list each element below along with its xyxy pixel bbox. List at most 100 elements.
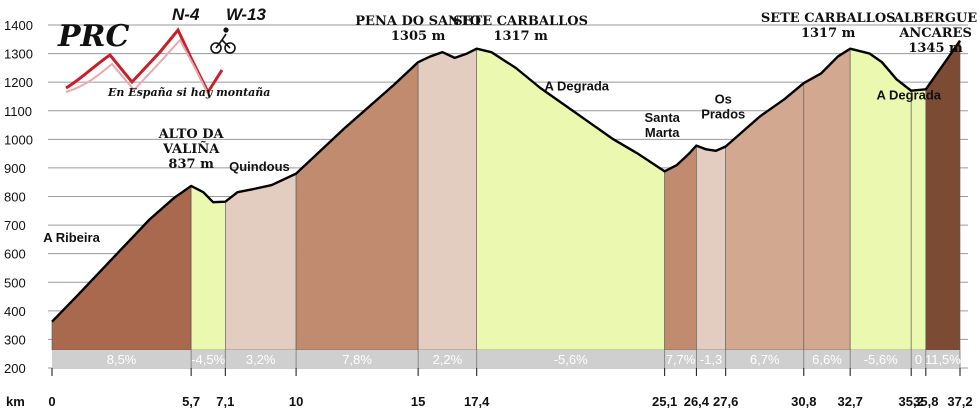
profile-line xyxy=(51,40,961,323)
profile-line-layer xyxy=(51,40,961,323)
profile-segment xyxy=(295,61,419,351)
x-tick-label: 5,7 xyxy=(182,394,200,409)
y-tick-label: 1100 xyxy=(4,104,32,119)
logo-road-b: W-13 xyxy=(226,5,267,24)
y-tick-label: 900 xyxy=(4,161,26,176)
profile-segment xyxy=(910,88,927,351)
profile-segment xyxy=(225,173,297,351)
y-tick-label: 600 xyxy=(4,247,26,262)
x-tick-label: 25,1 xyxy=(652,394,677,409)
profile-area-layer xyxy=(51,39,961,351)
segment-gradient-label: 11,5% xyxy=(925,352,961,367)
profile-segment xyxy=(476,48,665,351)
segment-gradient-label: 6,6% xyxy=(812,352,842,367)
place-label: ALBERGUE xyxy=(893,11,977,26)
place-label: A Ribeira xyxy=(43,230,100,245)
logo-road-a: N-4 xyxy=(172,5,200,24)
x-tick-label: 15 xyxy=(411,394,425,409)
place-label: Quindous xyxy=(229,159,290,174)
segment-gradient-label: -4,5% xyxy=(191,352,225,367)
cyclist-icon xyxy=(210,27,236,54)
axis-layer: 2003004005006007008009001000110012001300… xyxy=(4,18,973,409)
place-label: Santa xyxy=(645,110,681,125)
y-tick-label: 1400 xyxy=(4,18,33,33)
place-label: ALTO DA xyxy=(158,127,225,142)
y-tick-label: 500 xyxy=(4,275,26,290)
y-tick-label: 400 xyxy=(4,304,26,319)
y-tick-label: 200 xyxy=(4,361,26,376)
place-label: SETE CARBALLOS xyxy=(761,11,896,26)
place-label: ANCARES xyxy=(898,26,972,41)
place-annotation: A Degrada xyxy=(876,87,941,102)
profile-segment xyxy=(803,48,851,351)
x-tick-label: 35,2 xyxy=(899,394,924,409)
place-label: Marta xyxy=(645,125,680,140)
segment-gradient-label: -5,6% xyxy=(864,352,898,367)
y-tick-label: 800 xyxy=(4,190,26,205)
profile-segment xyxy=(190,185,226,351)
x-tick-label: 26,4 xyxy=(684,394,710,409)
place-label: 1345 m xyxy=(908,41,963,56)
y-tick-label: 1000 xyxy=(4,132,33,147)
place-label: 1305 m xyxy=(391,29,446,44)
place-label: 1317 m xyxy=(493,29,548,44)
place-label: A Degrada xyxy=(876,87,941,102)
x-tick-label: 7,1 xyxy=(216,394,234,409)
prc-logo: PRC N-4 W-13 En España si hay montaña xyxy=(57,5,270,99)
x-axis-label: km xyxy=(6,394,25,409)
x-tick-label: 0 xyxy=(48,394,55,409)
x-tick-label: 35,8 xyxy=(913,394,938,409)
y-tick-label: 300 xyxy=(4,332,26,347)
segment-gradient-label: 6,7% xyxy=(750,352,780,367)
segment-gradient-label: 3,2% xyxy=(246,352,276,367)
y-tick-label: 700 xyxy=(4,218,26,233)
logo-slogan: En España si hay montaña xyxy=(107,86,270,99)
gradient-band xyxy=(52,350,960,368)
segment-gradient-label: 2,2% xyxy=(433,352,463,367)
profile-segment xyxy=(664,144,697,351)
segment-gradient-label: 7,8% xyxy=(342,352,372,367)
place-label: VALIÑA xyxy=(162,141,220,157)
x-tick-label: 32,7 xyxy=(838,394,863,409)
y-tick-label: 1200 xyxy=(4,75,33,90)
x-tick-label: 17,4 xyxy=(464,394,490,409)
gradient-band-layer: 8,5% -4,5% 3,2% 7,8% 2,2% -5,6% 7,7% -1,3 6,7% 6,… xyxy=(52,350,961,368)
x-tick-label: 37,2 xyxy=(947,394,972,409)
logo-brand: PRC xyxy=(57,19,129,54)
x-tick-label: 27,6 xyxy=(713,394,738,409)
place-annotation: A Ribeira xyxy=(43,230,100,245)
place-label: SETE CARBALLOS xyxy=(453,14,588,29)
place-label: PENA DO SANTO xyxy=(355,14,481,29)
place-label: 1317 m xyxy=(801,26,856,41)
logo-mountain-line xyxy=(65,27,224,96)
profile-segment xyxy=(51,185,192,351)
place-label: A Degrada xyxy=(545,79,610,94)
x-tick-label: 30,8 xyxy=(791,394,816,409)
place-annotation: A Degrada xyxy=(545,79,610,94)
profile-segment xyxy=(696,145,726,351)
segment-gradient-label: -5,6% xyxy=(554,352,588,367)
segment-gradient-label: -1,3 xyxy=(700,352,722,367)
segment-gradient-label: 0 xyxy=(915,352,922,367)
profile-segment xyxy=(725,82,805,351)
x-tick-label: 10 xyxy=(289,394,303,409)
logo-mountain-shadow xyxy=(65,38,211,99)
place-label: Os xyxy=(715,92,732,107)
profile-segment xyxy=(417,48,478,351)
segment-gradient-label: 8,5% xyxy=(107,352,137,367)
place-label: 837 m xyxy=(168,157,214,172)
segment-gradient-label: 7,7% xyxy=(666,352,696,367)
place-label: Prados xyxy=(701,107,745,122)
y-tick-label: 1300 xyxy=(4,47,33,62)
place-annotation: Quindous xyxy=(229,159,290,174)
